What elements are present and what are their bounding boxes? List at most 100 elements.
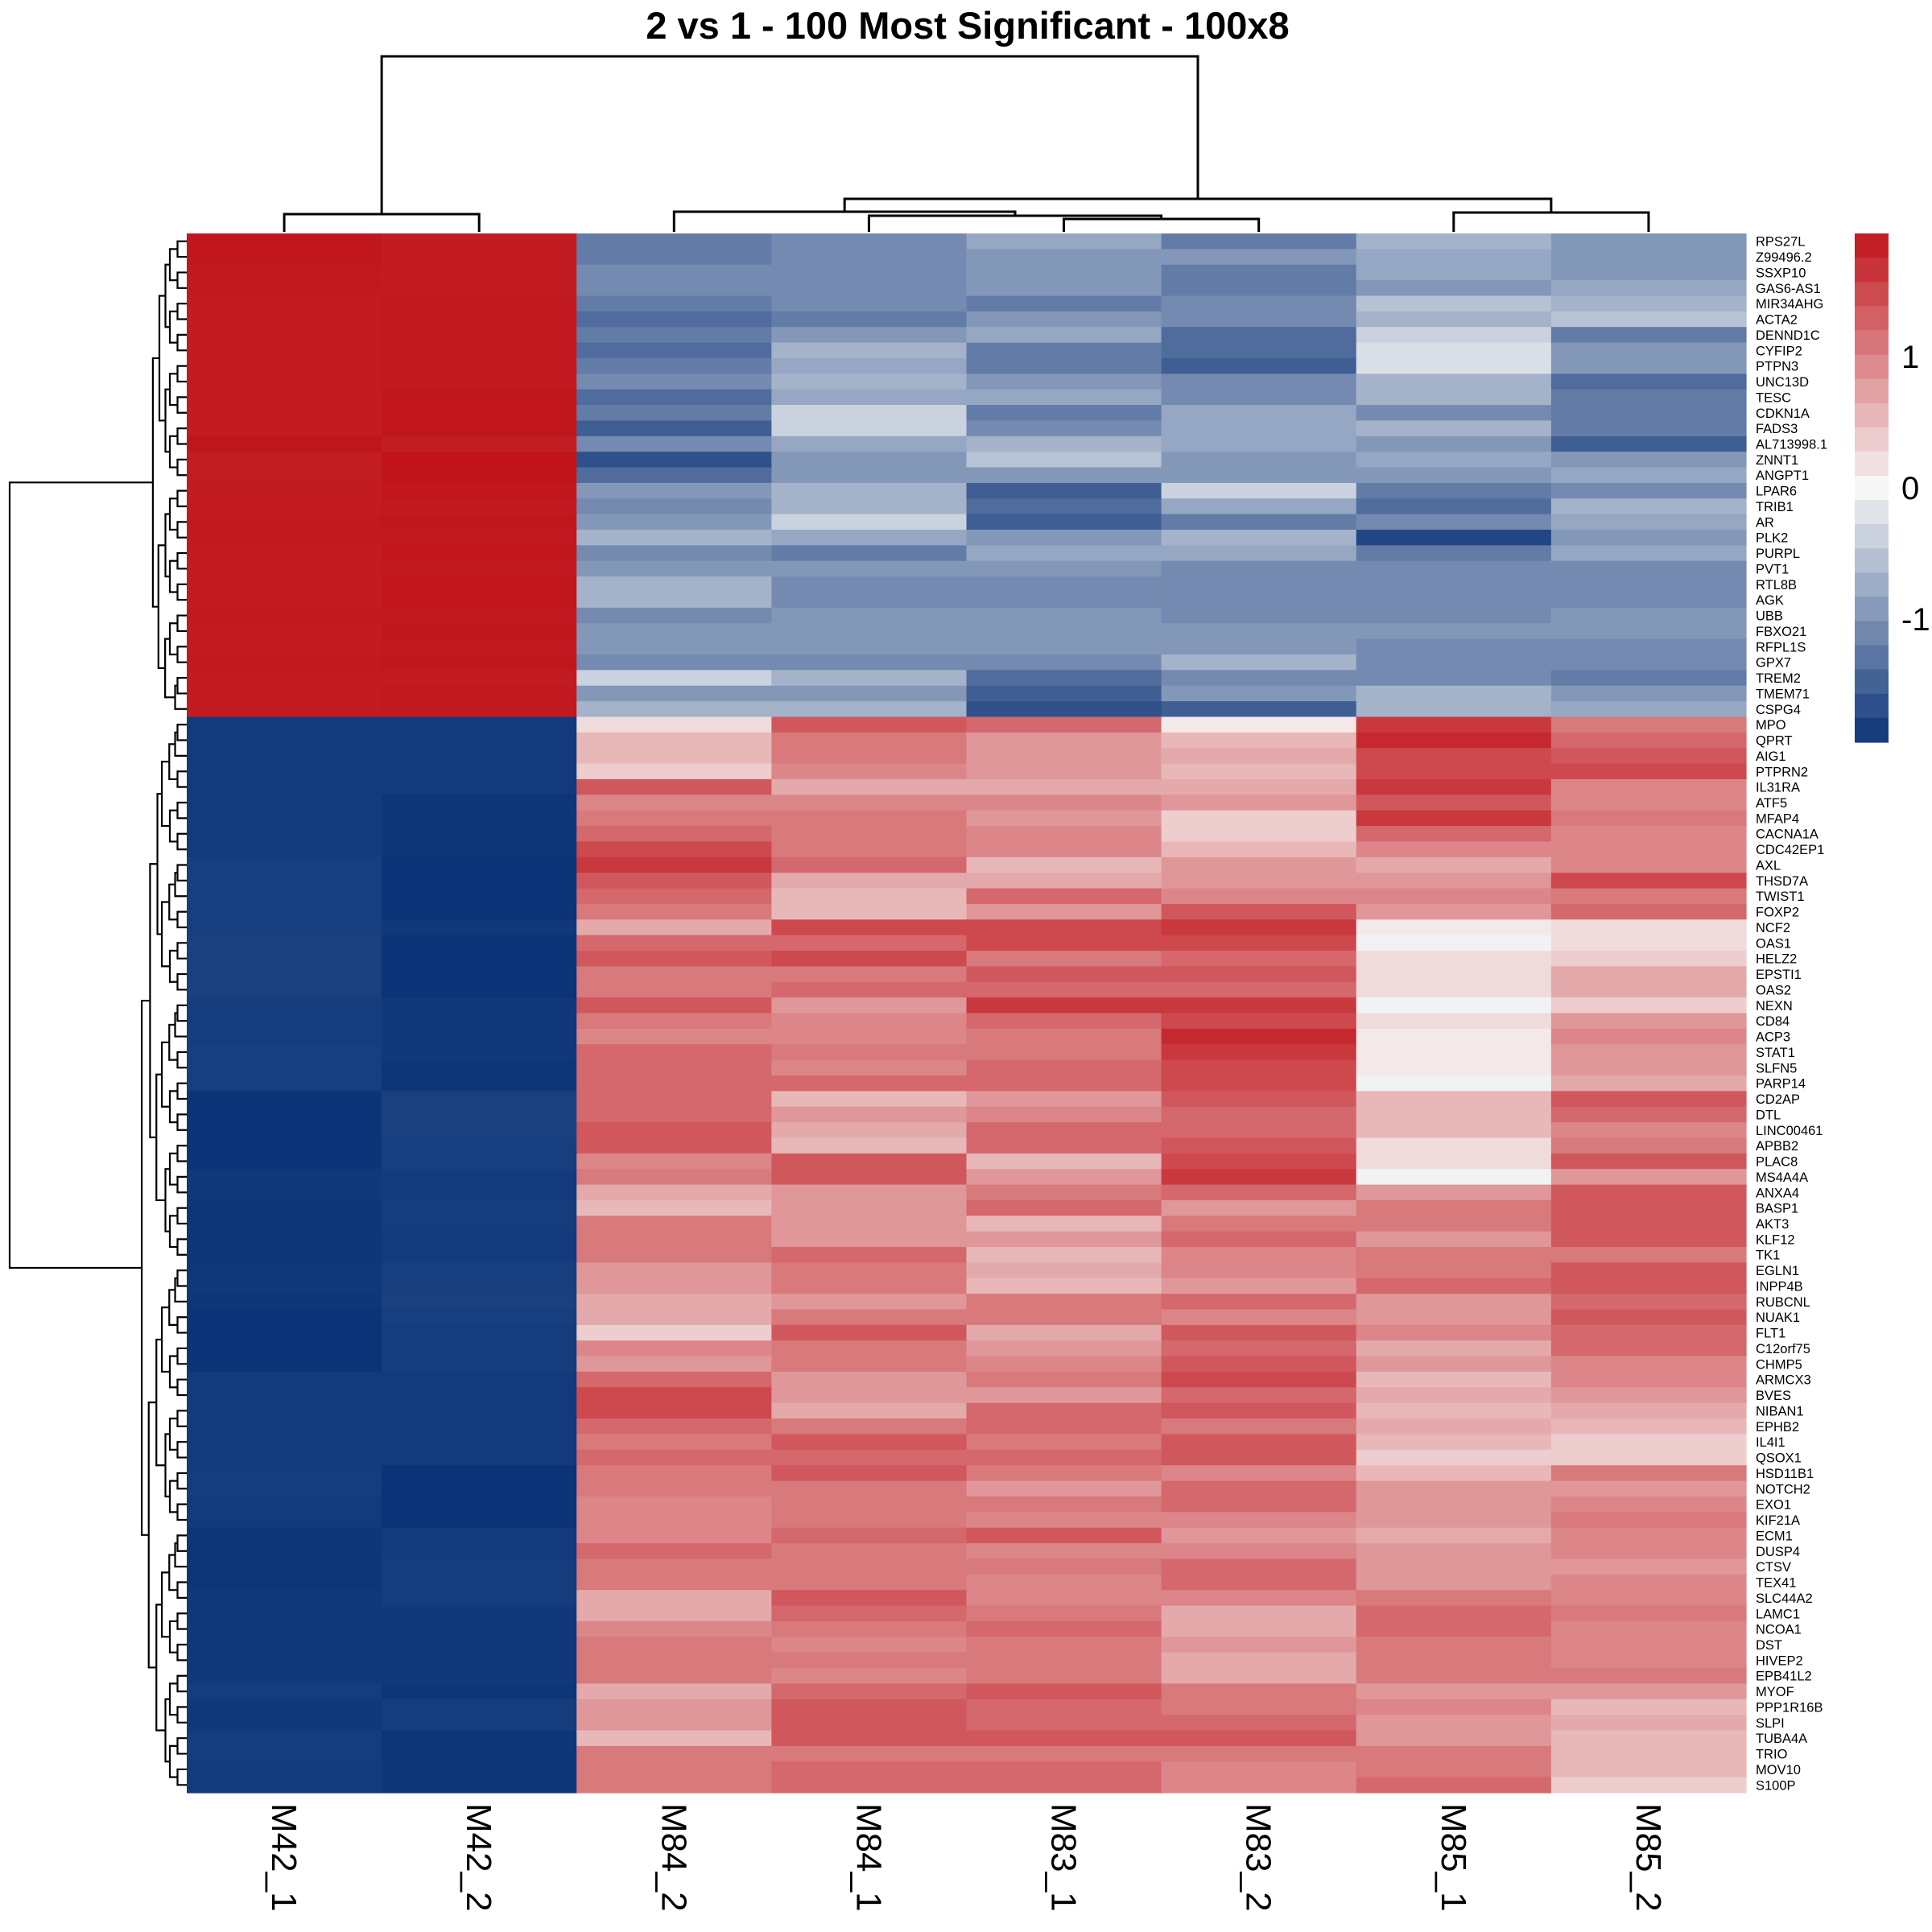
- heatmap-cell: [966, 1434, 1162, 1451]
- heatmap-cell: [771, 1278, 968, 1294]
- heatmap-cell: [1161, 919, 1357, 936]
- heatmap-cell: [966, 1574, 1162, 1591]
- heatmap-cell: [1161, 1044, 1357, 1061]
- heatmap-cell: [382, 1699, 577, 1715]
- heatmap-cell: [187, 1512, 382, 1529]
- dendrogram-branch: [176, 724, 187, 741]
- heatmap-cell: [1161, 342, 1357, 359]
- row-label: ANXA4: [1756, 1186, 1799, 1200]
- heatmap-cell: [771, 795, 968, 811]
- heatmap-cell: [966, 1044, 1162, 1061]
- column-label: M83_2: [1239, 1803, 1278, 1912]
- heatmap-cell: [1161, 1324, 1357, 1341]
- heatmap-cell: [1356, 1730, 1552, 1747]
- heatmap-cell: [187, 857, 382, 873]
- heatmap-cell: [382, 903, 577, 920]
- heatmap-cell: [1550, 405, 1747, 422]
- row-label: LPAR6: [1756, 485, 1797, 499]
- heatmap-cell: [1550, 482, 1747, 499]
- heatmap-cell: [966, 1730, 1162, 1747]
- heatmap-cell: [187, 514, 382, 530]
- heatmap-cell: [966, 748, 1162, 765]
- legend-color-band: [1855, 233, 1889, 258]
- heatmap-cell: [1161, 1449, 1357, 1466]
- heatmap-cell: [1161, 1153, 1357, 1170]
- row-label: PLAC8: [1756, 1155, 1798, 1170]
- heatmap-cell: [771, 452, 968, 469]
- heatmap-cell: [966, 1605, 1162, 1622]
- heatmap-cell: [576, 873, 772, 890]
- heatmap-cell: [1356, 623, 1552, 640]
- heatmap-cell: [966, 1091, 1162, 1108]
- row-label: QSOX1: [1756, 1451, 1802, 1466]
- heatmap-cell: [1356, 701, 1552, 718]
- heatmap-cell: [771, 1668, 968, 1685]
- heatmap-cell: [187, 264, 382, 281]
- heatmap-cell: [576, 1324, 772, 1341]
- heatmap-cell: [382, 623, 577, 640]
- row-label: NUAK1: [1756, 1311, 1800, 1325]
- row-label: CACNA1A: [1756, 828, 1818, 842]
- row-label: DTL: [1756, 1108, 1781, 1122]
- heatmap-cell: [1356, 342, 1552, 359]
- heatmap-cell: [187, 1044, 382, 1061]
- heatmap-cell: [382, 966, 577, 983]
- heatmap-cell: [1161, 1231, 1357, 1248]
- heatmap-cell: [382, 1028, 577, 1045]
- dendrogram-branch: [168, 1620, 178, 1653]
- heatmap-cell: [382, 1745, 577, 1762]
- heatmap-cell: [1356, 482, 1552, 499]
- heatmap-cell: [1161, 997, 1357, 1014]
- dendrogram-branch: [176, 1238, 187, 1256]
- heatmap-cell: [1550, 1574, 1747, 1591]
- row-label: NCOA1: [1756, 1623, 1802, 1637]
- heatmap-cell: [1356, 810, 1552, 827]
- heatmap-cell: [382, 467, 577, 484]
- heatmap-cell: [576, 1761, 772, 1778]
- heatmap-cell: [771, 1044, 968, 1061]
- heatmap-cell: [1550, 389, 1747, 406]
- heatmap-cell: [1550, 748, 1747, 765]
- heatmap-cell: [1161, 841, 1357, 858]
- heatmap-cell: [576, 1247, 772, 1264]
- heatmap-cell: [1356, 498, 1552, 515]
- heatmap-cell: [1161, 1169, 1357, 1186]
- heatmap-cell: [1550, 654, 1747, 671]
- dendrogram-branch: [168, 622, 178, 656]
- heatmap-cell: [771, 903, 968, 920]
- heatmap-cell: [576, 748, 772, 765]
- heatmap-cell: [771, 374, 968, 390]
- row-label: CD2AP: [1756, 1092, 1800, 1107]
- row-label: NEXN: [1756, 999, 1793, 1013]
- heatmap-cell: [187, 716, 382, 733]
- row-label: TWIST1: [1756, 890, 1805, 904]
- heatmap-cell: [187, 1075, 382, 1092]
- heatmap-cell: [771, 981, 968, 998]
- heatmap-cell: [966, 732, 1162, 749]
- heatmap-cell: [771, 498, 968, 515]
- heatmap-cell: [966, 530, 1162, 546]
- row-label: INPP4B: [1756, 1279, 1803, 1294]
- heatmap-cell: [187, 826, 382, 843]
- heatmap-cell: [1356, 1605, 1552, 1622]
- row-label: FLT1: [1756, 1327, 1785, 1341]
- heatmap-cell: [1550, 1309, 1747, 1326]
- heatmap-cell: [771, 405, 968, 422]
- row-label: PURPL: [1756, 547, 1800, 561]
- heatmap-cell: [966, 1699, 1162, 1715]
- heatmap-cell: [576, 763, 772, 780]
- legend-color-band: [1855, 330, 1889, 356]
- heatmap-cell: [1550, 1465, 1747, 1482]
- row-label: OAS2: [1756, 983, 1791, 997]
- heatmap-cell: [576, 233, 772, 250]
- row-label: MPO: [1756, 718, 1786, 733]
- heatmap-cell: [771, 1356, 968, 1373]
- heatmap-cell: [966, 1558, 1162, 1575]
- heatmap-cell: [382, 1013, 577, 1030]
- heatmap-cell: [1161, 530, 1357, 546]
- heatmap-cell: [1161, 1761, 1357, 1778]
- heatmap-cell: [382, 374, 577, 390]
- dendrogram-branch: [176, 1737, 187, 1755]
- heatmap-cell: [1550, 1231, 1747, 1248]
